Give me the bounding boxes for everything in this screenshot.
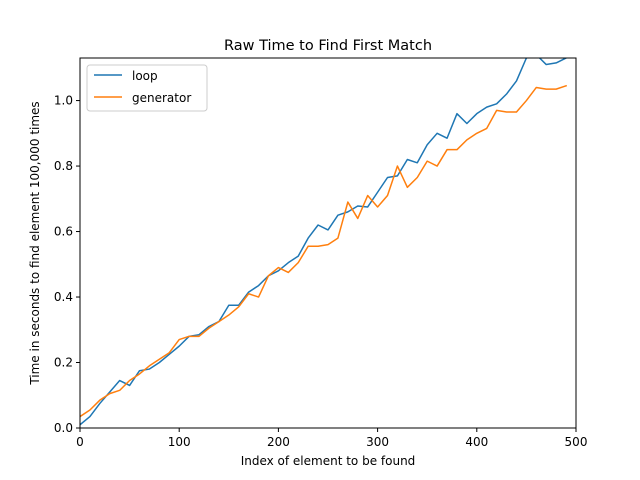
y-axis: 0.0 0.2 0.4 0.6 0.8 1.0: [54, 94, 80, 435]
legend-label-generator: generator: [132, 91, 191, 105]
series-line-generator: [80, 84, 568, 418]
y-tick-label: 1.0: [54, 94, 73, 108]
x-tick-label: 0: [76, 435, 84, 449]
x-tick-label: 100: [168, 435, 191, 449]
x-tick-label: 300: [366, 435, 389, 449]
x-axis: 0 100 200 300 400 500: [76, 428, 587, 449]
series-layer: [80, 58, 568, 426]
x-axis-label: Index of element to be found: [241, 454, 416, 468]
chart-title: Raw Time to Find First Match: [224, 38, 432, 54]
plot-area: [79, 57, 577, 429]
plot-frame: [79, 57, 577, 429]
legend: loop generator: [86, 64, 208, 112]
legend-label-loop: loop: [132, 69, 158, 83]
x-tick-label: 500: [565, 435, 588, 449]
y-tick-label: 0.0: [54, 421, 73, 435]
x-tick-label: 400: [465, 435, 488, 449]
y-axis-label: Time in seconds to find element 100,000 …: [28, 101, 42, 385]
y-tick-label: 0.6: [54, 225, 73, 239]
y-tick-label: 0.2: [54, 356, 73, 370]
x-tick-label: 200: [267, 435, 290, 449]
y-tick-label: 0.4: [54, 290, 73, 304]
legend-box: [86, 64, 208, 112]
series-line-loop: [80, 58, 568, 426]
y-tick-label: 0.8: [54, 159, 73, 173]
